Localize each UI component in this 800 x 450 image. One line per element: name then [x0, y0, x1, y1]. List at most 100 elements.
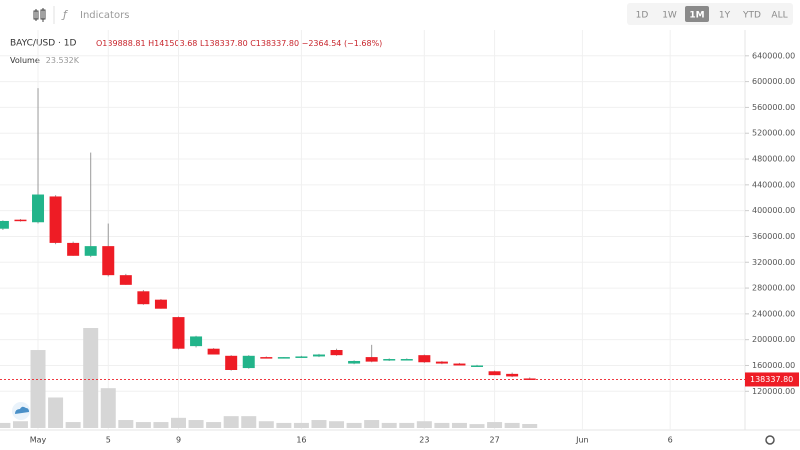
- candle-body: [506, 373, 519, 377]
- period-button[interactable]: 1M: [685, 6, 709, 22]
- candle-body: [119, 275, 132, 285]
- volume-bar: [65, 422, 81, 428]
- volume-bar: [118, 420, 134, 428]
- candle-body: [14, 219, 27, 222]
- icon-box: [40, 9, 46, 20]
- candle-body: [207, 348, 220, 355]
- volume-bar: [451, 422, 467, 428]
- volume-bar: [48, 397, 64, 428]
- candle-body: [435, 361, 448, 364]
- logo-cloud: [15, 406, 29, 414]
- candle-body: [453, 363, 466, 366]
- volume-bar: [206, 422, 222, 428]
- y-tick-label: 160000.00: [752, 361, 795, 370]
- settings-button[interactable]: [765, 435, 775, 445]
- volume-bar: [223, 416, 239, 428]
- candle-body: [365, 357, 378, 362]
- candle-body: [84, 246, 97, 256]
- period-button[interactable]: YTD: [742, 11, 761, 21]
- period-label: 1M: [689, 11, 704, 21]
- y-tick-label: 400000.00: [752, 206, 795, 215]
- period-label: YTD: [742, 11, 761, 21]
- y-tick-label: 520000.00: [752, 129, 795, 138]
- candle-body: [190, 336, 203, 347]
- fx-icon: ƒ: [61, 8, 69, 21]
- volume-bar: [364, 420, 380, 428]
- toolbar: ƒ Indicators: [33, 3, 793, 25]
- volume-bar: [241, 416, 257, 428]
- volume-bar: [30, 350, 46, 428]
- candle-body: [242, 355, 255, 369]
- y-tick-label: 600000.00: [752, 77, 795, 86]
- candle-body: [488, 371, 501, 376]
- volume-bar: [522, 424, 538, 428]
- low: L138337.80: [200, 39, 248, 48]
- period-group: [627, 3, 793, 25]
- y-tick-label: 280000.00: [752, 284, 795, 293]
- candle-body: [172, 317, 185, 349]
- indicators-button[interactable]: ƒ Indicators: [61, 8, 129, 21]
- y-tick-label: 320000.00: [752, 258, 795, 267]
- icon-box: [33, 10, 39, 20]
- candle-style-button[interactable]: [33, 8, 46, 22]
- period-button[interactable]: 1Y: [719, 11, 731, 21]
- volume-name: Volume: [10, 56, 40, 65]
- x-tick-label: 9: [176, 436, 181, 445]
- candle-body: [67, 242, 80, 256]
- x-tick-label: May: [30, 436, 47, 445]
- indicators-label: Indicators: [80, 10, 129, 21]
- volume-title: Volume 23.532K: [10, 56, 80, 65]
- candle-body: [0, 220, 9, 229]
- volume-bar: [0, 422, 11, 428]
- volume-bar: [276, 422, 292, 428]
- candle-body: [295, 356, 308, 358]
- candle-body: [383, 359, 396, 361]
- volume-bar: [487, 422, 503, 428]
- volume-bar: [416, 421, 432, 428]
- open: O139888.81: [96, 39, 146, 48]
- logo: [12, 402, 30, 420]
- x-tick-label: 23: [419, 436, 429, 445]
- candle-body: [312, 354, 325, 357]
- period-button[interactable]: 1D: [636, 11, 649, 21]
- y-tick-label: 360000.00: [752, 232, 795, 241]
- period-active-bg: [685, 6, 709, 22]
- volume-bar: [399, 422, 415, 428]
- period-label: 1W: [662, 11, 677, 21]
- period-button[interactable]: ALL: [771, 11, 787, 21]
- volume-bar: [171, 417, 186, 428]
- candle-body: [348, 360, 361, 364]
- candle-body: [137, 291, 150, 305]
- volume-bar: [188, 420, 204, 428]
- volume-bar: [504, 422, 520, 428]
- period-label: ALL: [771, 11, 787, 21]
- candle-body: [225, 355, 238, 370]
- volume-bar: [12, 421, 28, 428]
- volume-bar: [311, 420, 327, 428]
- y-tick-label: 120000.00: [752, 387, 795, 396]
- x-tick-label: Jun: [575, 436, 589, 445]
- candle-body: [277, 357, 290, 359]
- volume-bar: [83, 328, 99, 428]
- change: −2364.54 (−1.68%): [302, 39, 383, 48]
- candle-body: [260, 357, 273, 359]
- y-tick-label: 640000.00: [752, 51, 795, 60]
- period-button[interactable]: 1W: [662, 11, 677, 21]
- candle-body: [400, 359, 413, 361]
- y-tick-label: 200000.00: [752, 335, 795, 344]
- last-price-box: [745, 372, 799, 387]
- x-tick-label: 16: [296, 436, 306, 445]
- period-label: 1Y: [719, 11, 731, 21]
- candle-body: [418, 355, 431, 363]
- y-tick-label: 240000.00: [752, 309, 795, 318]
- volume-bar: [469, 424, 485, 428]
- ohlc: O139888.81 H141503.68 L138337.80 C138337…: [96, 39, 382, 48]
- candle-body: [154, 299, 167, 309]
- volume-bar: [100, 388, 116, 428]
- volume-bar: [258, 421, 274, 428]
- volume-bar: [434, 422, 450, 428]
- y-tick-label: 440000.00: [752, 180, 795, 189]
